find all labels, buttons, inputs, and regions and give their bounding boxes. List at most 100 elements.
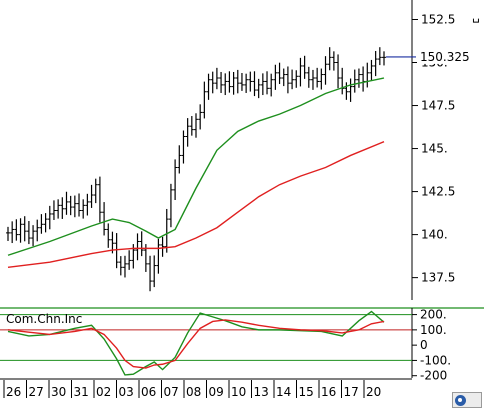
price-bar bbox=[160, 236, 165, 257]
oscillator-tick-label: 0 bbox=[420, 338, 428, 352]
price-bar bbox=[139, 231, 144, 257]
x-tick-label: 07 bbox=[164, 385, 179, 399]
price-bar bbox=[361, 66, 366, 92]
price-bar bbox=[102, 202, 107, 236]
price-bar bbox=[256, 78, 261, 99]
x-tick-label: 15 bbox=[299, 385, 314, 399]
price-bar bbox=[51, 200, 56, 220]
price-bar bbox=[356, 68, 361, 88]
price-bar bbox=[214, 67, 219, 90]
price-bar bbox=[319, 68, 324, 90]
oscillator-line-0 bbox=[7, 310, 385, 376]
price-bar bbox=[277, 62, 282, 85]
price-bar bbox=[56, 199, 61, 219]
x-tick-label: 16 bbox=[321, 385, 336, 399]
x-tick-label: 26 bbox=[6, 385, 21, 399]
oscillator-y-ticks: 200.100.0-100. -200 bbox=[412, 308, 451, 383]
price-bar bbox=[348, 78, 353, 102]
x-ticks: 26 27 30 31 02 03 06 07 08 09 10 13 14 15 16 17 20 bbox=[3, 380, 381, 399]
price-bar bbox=[6, 226, 10, 241]
chart-options-icon bbox=[455, 395, 466, 406]
price-tick-label: 152.5 bbox=[421, 12, 455, 26]
price-bar bbox=[260, 73, 265, 96]
price-bar bbox=[93, 178, 98, 204]
price-bar bbox=[323, 56, 328, 85]
price-bar bbox=[106, 223, 111, 248]
last-value-bg bbox=[417, 49, 467, 64]
price-bar bbox=[352, 69, 357, 93]
price-bar bbox=[344, 82, 349, 100]
x-tick-label: 30 bbox=[51, 385, 66, 399]
price-bar bbox=[114, 233, 119, 269]
price-bar bbox=[89, 184, 94, 208]
chart-options-button[interactable] bbox=[452, 392, 482, 408]
x-tick-label: 10 bbox=[231, 385, 246, 399]
oscillator-panel: 200.100.0-100. -200 Com.Chn.Inc bbox=[0, 308, 451, 383]
price-bar bbox=[177, 145, 182, 174]
price-bar bbox=[302, 55, 307, 79]
price-bar bbox=[181, 130, 186, 164]
price-bar bbox=[294, 70, 299, 88]
price-bar bbox=[194, 113, 198, 138]
price-bar bbox=[164, 208, 169, 253]
price-bar bbox=[10, 221, 15, 244]
price-bar bbox=[298, 57, 303, 87]
price-bar bbox=[81, 199, 86, 219]
price-bar bbox=[219, 71, 224, 93]
price-bar bbox=[306, 66, 311, 88]
moving-average-line-2 bbox=[7, 141, 385, 268]
oscillator-tick-label: -100. bbox=[420, 353, 451, 367]
x-tick-label: 14 bbox=[276, 385, 291, 399]
price-bar bbox=[223, 73, 228, 96]
price-bar bbox=[290, 69, 295, 90]
price-bar bbox=[310, 69, 315, 90]
oscillator-line-1 bbox=[7, 319, 385, 369]
price-bar bbox=[327, 47, 332, 71]
price-bar bbox=[168, 183, 173, 228]
price-bar bbox=[68, 195, 73, 216]
price-bar bbox=[26, 221, 31, 245]
price-bar bbox=[369, 59, 374, 81]
price-tick-label: 145. bbox=[421, 142, 448, 156]
price-bar bbox=[315, 67, 320, 88]
x-tick-label: 08 bbox=[186, 385, 201, 399]
x-tick-label: 27 bbox=[29, 385, 44, 399]
corner-mark: ␣ bbox=[472, 9, 480, 23]
price-bar bbox=[35, 219, 40, 242]
price-bar bbox=[269, 73, 274, 97]
price-bar bbox=[377, 47, 382, 66]
x-tick-label: 13 bbox=[254, 385, 269, 399]
price-tick-label: 147.5 bbox=[421, 99, 455, 113]
price-bar bbox=[273, 64, 278, 90]
price-bar bbox=[206, 73, 211, 100]
price-bar bbox=[252, 71, 257, 97]
price-bar bbox=[148, 255, 153, 292]
moving-average-line-1 bbox=[7, 77, 385, 256]
price-bar bbox=[135, 233, 140, 261]
price-bar bbox=[156, 238, 161, 274]
price-bar bbox=[14, 219, 19, 241]
x-tick-label: 17 bbox=[344, 385, 359, 399]
price-bar bbox=[285, 66, 290, 94]
x-axis: 26 27 30 31 02 03 06 07 08 09 10 13 14 15 16 17 20 bbox=[0, 378, 412, 399]
oscillator-series bbox=[7, 310, 385, 376]
oscillator-tick-label: 200. bbox=[420, 308, 447, 322]
x-tick-label: 09 bbox=[209, 385, 224, 399]
price-bar bbox=[64, 191, 69, 215]
price-bar bbox=[365, 62, 370, 88]
x-tick-label: 31 bbox=[74, 385, 89, 399]
price-bar bbox=[22, 216, 27, 242]
x-tick-label: 20 bbox=[366, 385, 381, 399]
price-bar bbox=[152, 255, 157, 288]
price-bar bbox=[382, 51, 386, 66]
price-bar bbox=[227, 71, 232, 93]
price-bar bbox=[231, 71, 236, 95]
price-tick-label: 140. bbox=[421, 228, 448, 242]
price-bar bbox=[47, 205, 52, 230]
price-bar bbox=[18, 218, 23, 243]
price-bar bbox=[97, 176, 102, 223]
price-bar bbox=[265, 71, 270, 95]
price-bar bbox=[235, 69, 240, 94]
x-tick-label: 06 bbox=[141, 385, 156, 399]
